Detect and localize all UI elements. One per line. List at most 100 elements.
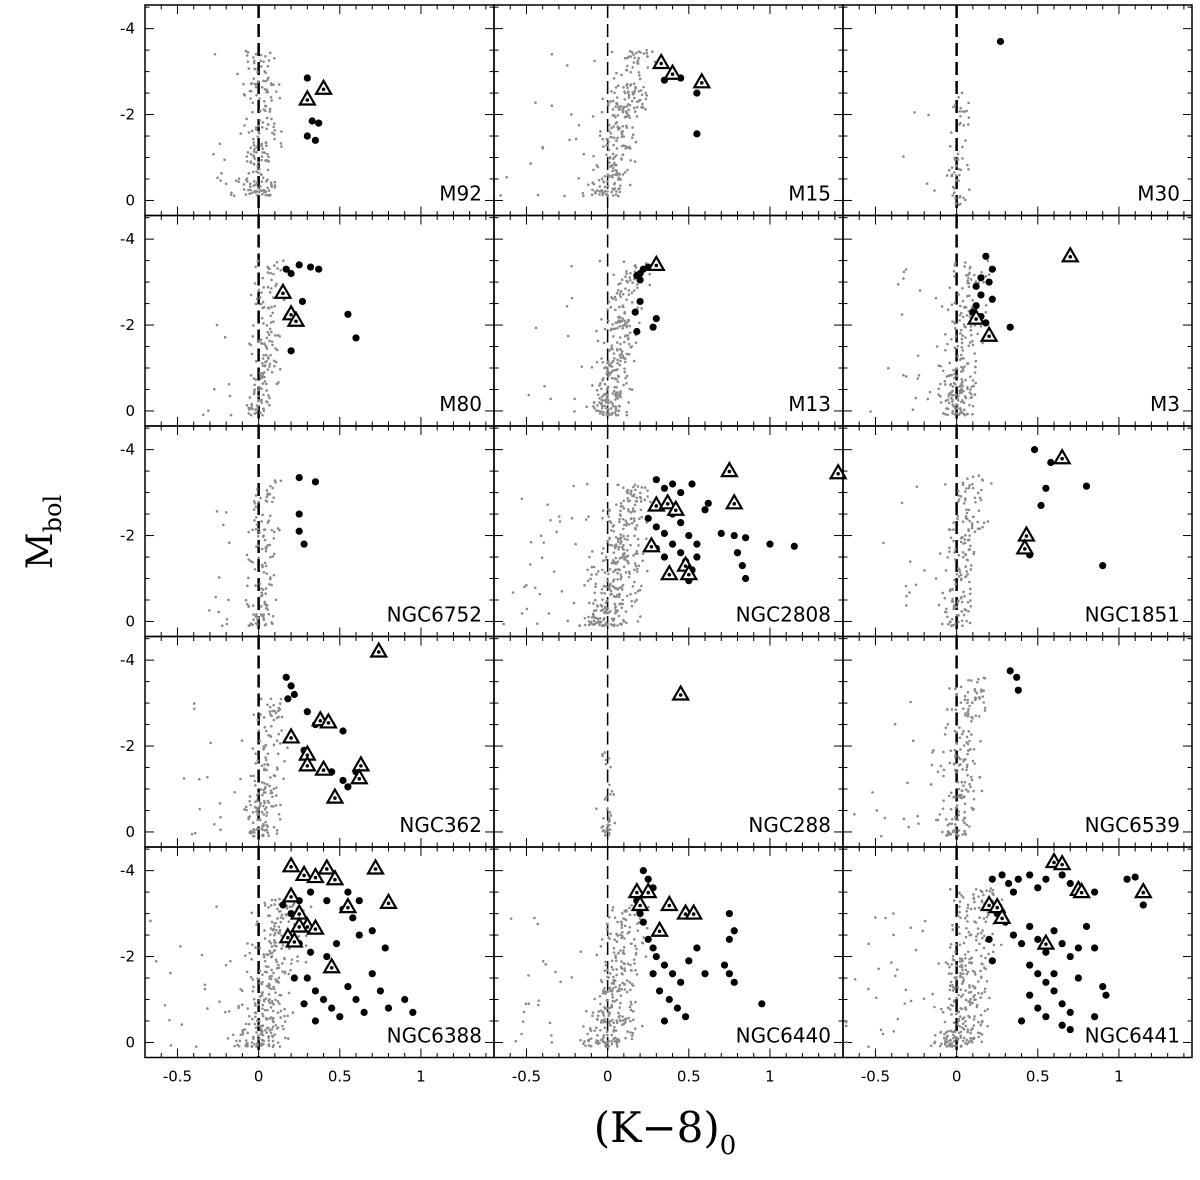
- background-star: [251, 137, 255, 141]
- background-star: [620, 923, 624, 927]
- background-star: [959, 411, 962, 415]
- background-star: [954, 806, 958, 810]
- background-star: [549, 518, 552, 522]
- star-filled-circle: [381, 944, 389, 952]
- background-star: [956, 500, 960, 503]
- background-star: [616, 125, 619, 129]
- background-star: [617, 409, 620, 413]
- star-filled-circle: [636, 909, 644, 918]
- background-star: [272, 987, 276, 991]
- background-star: [619, 295, 623, 299]
- background-star: [942, 1036, 946, 1040]
- background-star: [946, 398, 950, 401]
- background-star: [952, 1033, 955, 1037]
- background-star: [618, 984, 622, 987]
- background-star: [600, 1019, 603, 1022]
- background-star: [913, 111, 916, 114]
- background-star: [952, 539, 955, 543]
- background-star: [617, 172, 621, 176]
- background-star: [608, 783, 611, 787]
- background-star: [618, 520, 621, 524]
- background-star: [633, 526, 637, 530]
- background-star: [613, 938, 616, 942]
- background-star: [917, 374, 921, 377]
- background-star: [634, 264, 637, 267]
- background-star: [613, 368, 616, 372]
- background-star: [619, 533, 623, 536]
- background-star: [572, 601, 576, 605]
- background-star: [600, 401, 604, 405]
- background-star: [268, 914, 272, 918]
- background-star: [260, 142, 264, 146]
- triangle-outline: [366, 858, 385, 875]
- background-star: [950, 166, 954, 169]
- star-triangle: [338, 896, 358, 914]
- star-filled-circle: [639, 918, 647, 926]
- background-star: [610, 1040, 613, 1043]
- background-star: [950, 972, 953, 975]
- background-star: [958, 900, 962, 904]
- background-star: [633, 913, 637, 917]
- background-star: [600, 406, 604, 410]
- background-star: [261, 176, 265, 179]
- background-star: [980, 1033, 984, 1036]
- star-triangle: [638, 881, 658, 899]
- background-star: [962, 542, 965, 545]
- star-triangle: [650, 920, 669, 937]
- star-triangle: [692, 72, 712, 89]
- star-triangle: [1052, 448, 1072, 465]
- background-star: [954, 174, 958, 177]
- background-star: [967, 272, 971, 276]
- background-star: [619, 577, 623, 581]
- background-star: [604, 392, 608, 395]
- background-star: [285, 907, 289, 910]
- background-star: [958, 319, 962, 322]
- background-star: [947, 528, 951, 531]
- background-stars: [502, 482, 654, 628]
- panel-ngc6752: -4-20 NGC6752: [120, 425, 495, 638]
- background-star: [955, 693, 959, 697]
- background-star: [266, 831, 269, 834]
- background-star: [610, 1042, 614, 1046]
- background-star: [945, 1045, 949, 1048]
- background-star: [592, 401, 596, 404]
- star-filled-circle: [1066, 879, 1074, 888]
- background-star: [602, 559, 605, 563]
- background-star: [941, 1010, 945, 1014]
- background-star: [259, 496, 262, 500]
- background-star: [272, 1003, 275, 1006]
- background-star: [278, 96, 282, 100]
- background-star: [262, 322, 265, 325]
- background-star: [633, 944, 637, 948]
- background-star: [266, 285, 270, 289]
- background-star: [944, 961, 948, 964]
- background-star: [608, 543, 611, 547]
- background-star: [259, 605, 263, 608]
- background-star: [608, 349, 611, 352]
- background-star: [965, 570, 968, 573]
- triangle-outline: [1052, 853, 1072, 871]
- background-star: [961, 833, 964, 836]
- triangle-outline: [317, 858, 337, 875]
- star-filled-circle: [668, 540, 677, 548]
- star-filled-circle: [295, 473, 303, 482]
- background-star: [612, 77, 616, 80]
- triangle-dot: [987, 334, 991, 339]
- background-star: [618, 187, 621, 190]
- background-star: [618, 315, 621, 319]
- background-star: [273, 186, 277, 189]
- star-filled-circle: [352, 334, 360, 342]
- background-star: [931, 992, 935, 996]
- background-star: [989, 887, 993, 890]
- background-star: [969, 775, 973, 779]
- background-star: [259, 184, 262, 188]
- background-star: [959, 988, 963, 991]
- background-star: [253, 779, 257, 783]
- y-tick-label: 0: [125, 191, 135, 209]
- background-star: [583, 583, 586, 587]
- background-star: [954, 582, 957, 586]
- background-star: [966, 903, 970, 907]
- triangle-outline: [658, 493, 678, 510]
